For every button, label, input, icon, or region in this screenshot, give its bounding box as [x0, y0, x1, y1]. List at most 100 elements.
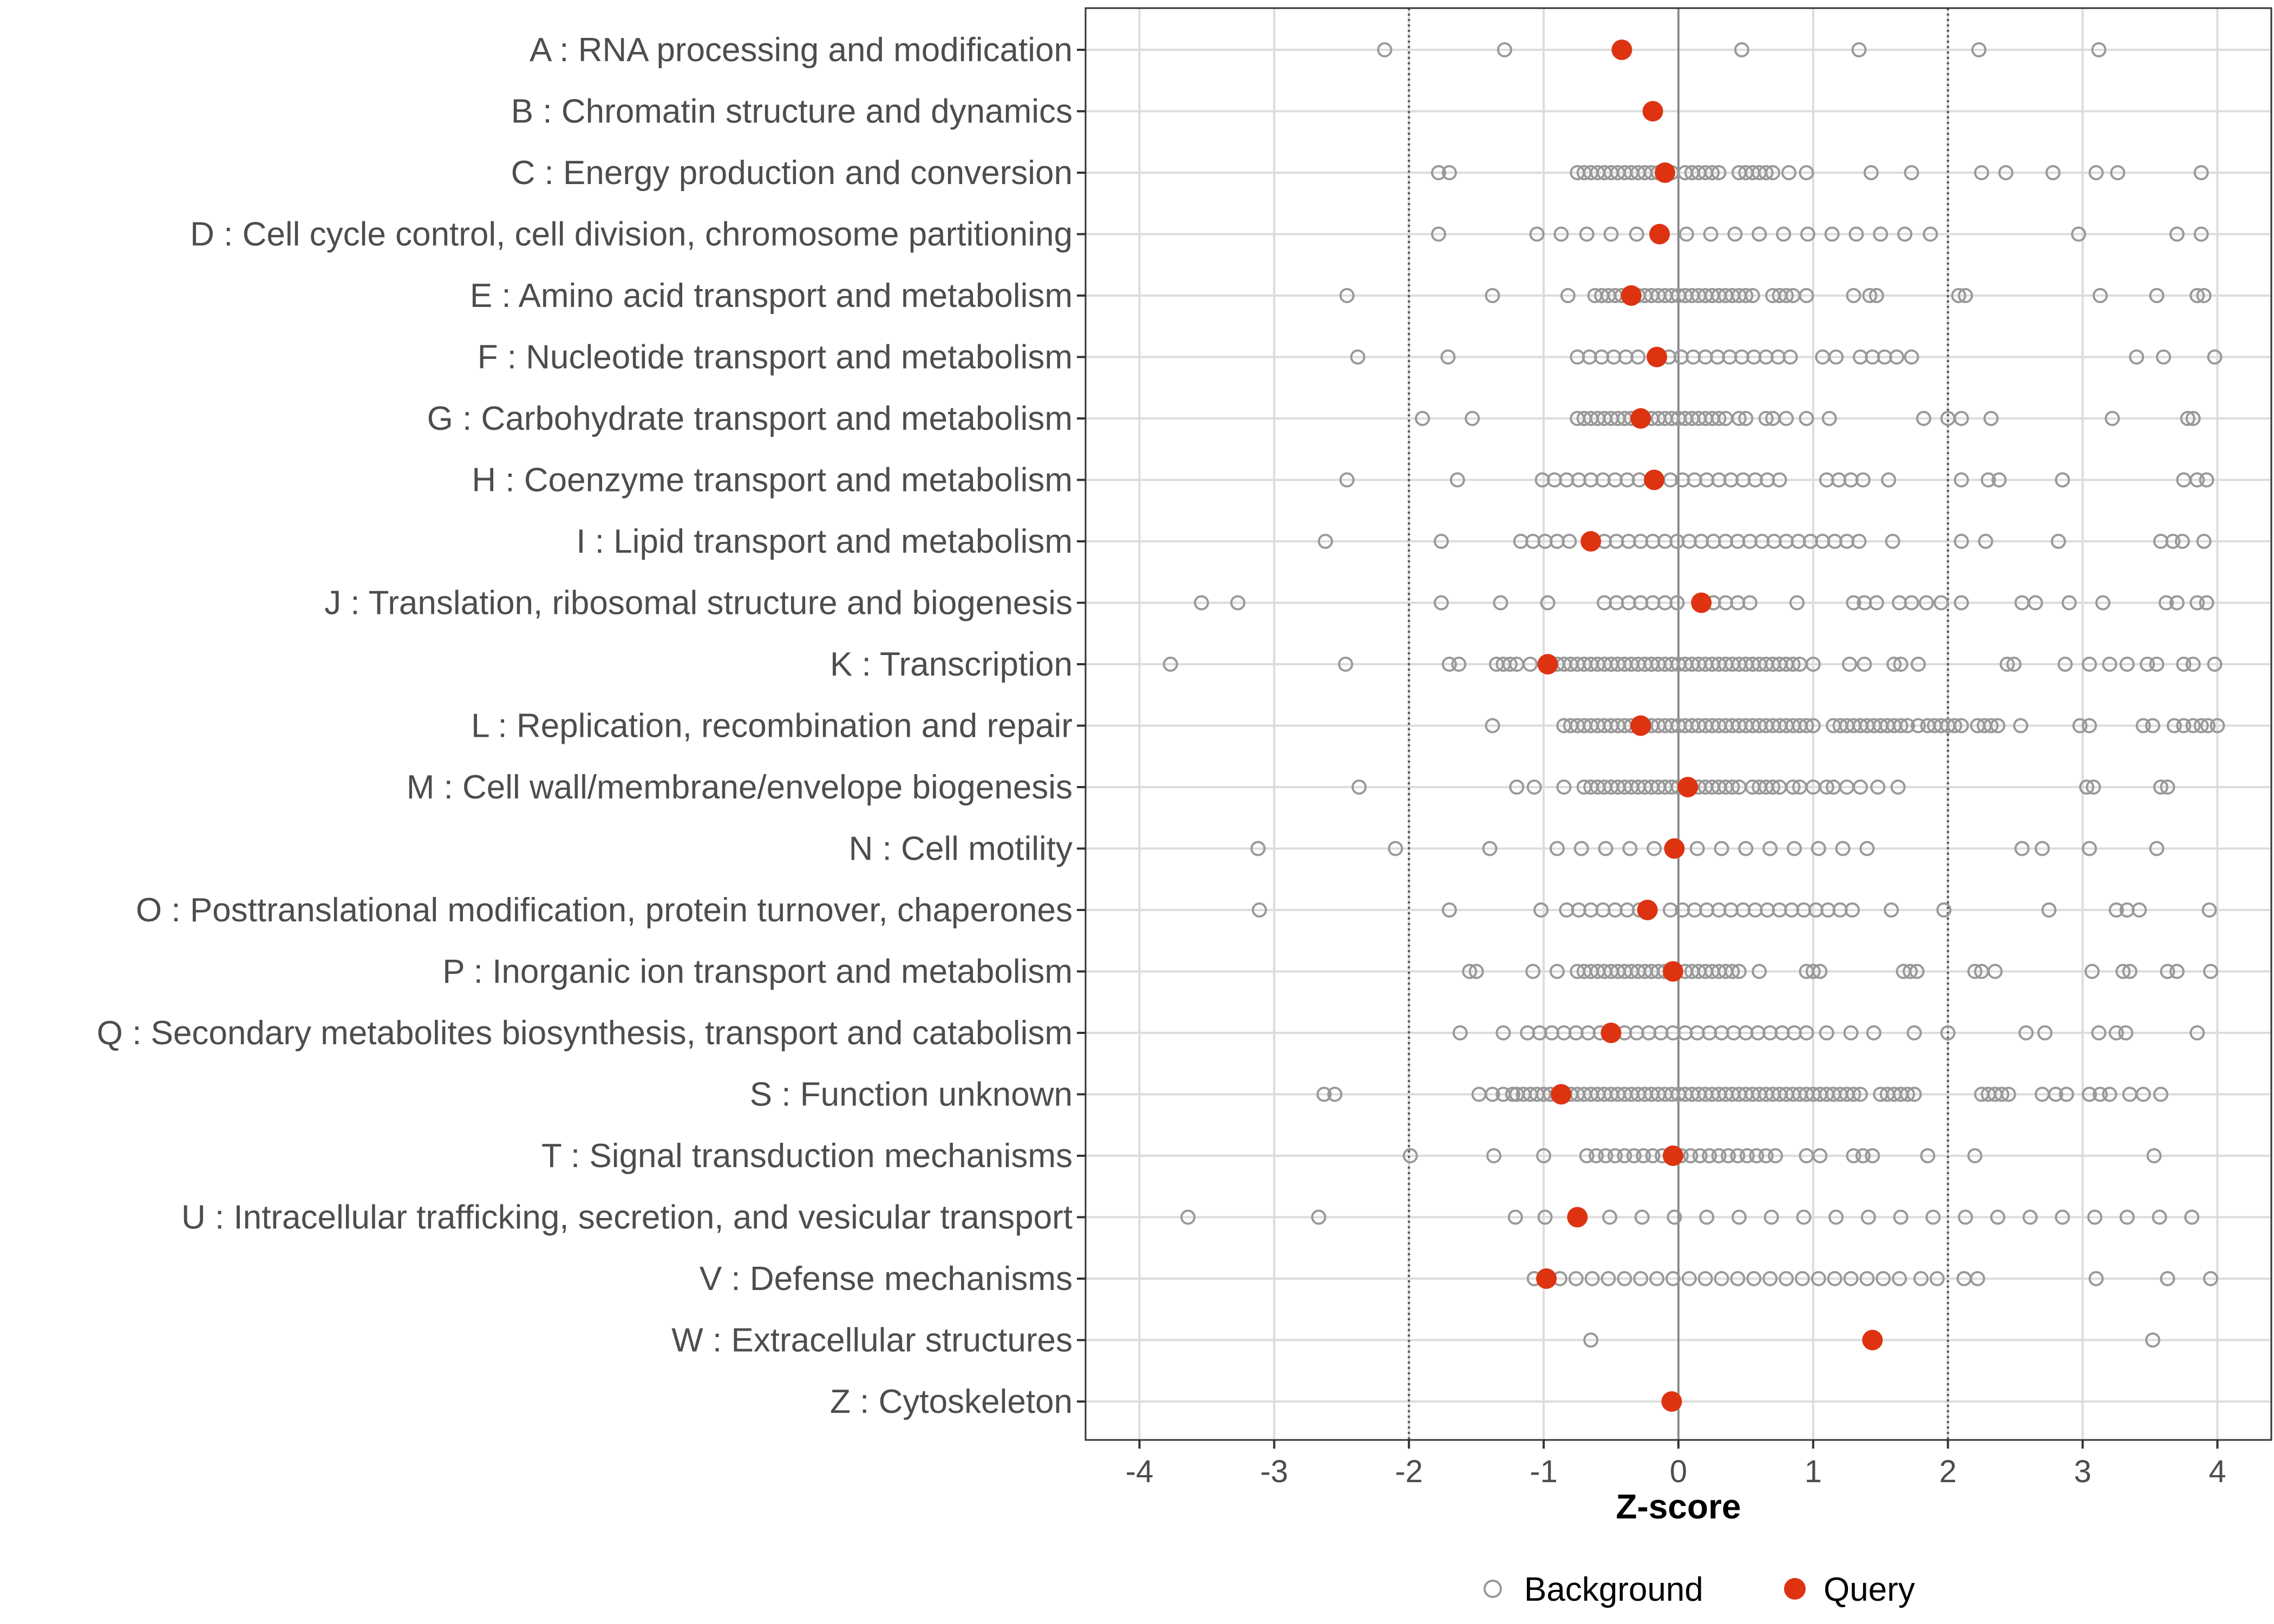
background-point [1846, 595, 1861, 611]
background-point [1678, 226, 1694, 242]
background-point [2110, 165, 2126, 180]
query-point [1644, 469, 1665, 490]
background-point [2087, 1209, 2102, 1225]
background-point [2079, 780, 2095, 795]
background-point [2196, 288, 2212, 303]
background-point [1495, 1025, 1511, 1040]
background-point [1933, 595, 1949, 611]
background-point [2155, 349, 2171, 365]
background-point [1636, 1148, 1651, 1163]
background-point [2091, 1025, 2107, 1040]
category-label: B : Chromatin structure and dynamics [511, 93, 1073, 130]
background-point [1703, 226, 1718, 242]
x-tick-label: -3 [1260, 1454, 1289, 1489]
background-point [1573, 841, 1589, 856]
background-point [1884, 902, 1899, 918]
background-point [1846, 1086, 1861, 1102]
background-point [1553, 226, 1569, 242]
background-point [1799, 288, 1814, 303]
background-point [1598, 841, 1613, 856]
background-point [1746, 1271, 1762, 1286]
background-point [1739, 1148, 1755, 1163]
background-point [1339, 288, 1355, 303]
background-point [2061, 595, 2077, 611]
background-point [1714, 841, 1729, 856]
category-label: J : Translation, ribosomal structure and… [324, 585, 1073, 622]
background-point [1589, 1148, 1604, 1163]
background-point [1866, 1025, 1881, 1040]
background-point [1920, 1148, 1936, 1163]
background-point [1842, 657, 1858, 672]
background-point [1848, 226, 1864, 242]
background-point [1859, 1271, 1875, 1286]
background-point [1971, 42, 1987, 57]
background-point [1779, 411, 1794, 426]
background-point [1782, 349, 1798, 365]
background-point [1529, 226, 1545, 242]
legend-query-marker [1784, 1578, 1806, 1600]
query-point [1649, 224, 1670, 245]
background-point [1789, 595, 1805, 611]
background-point [1415, 411, 1430, 426]
background-point [1893, 657, 1909, 672]
background-point [2102, 657, 2118, 672]
background-point [1752, 964, 1767, 979]
background-point [1522, 657, 1538, 672]
category-label: V : Defense mechanisms [700, 1260, 1073, 1298]
background-point [1441, 902, 1457, 918]
background-point [1860, 1209, 1876, 1225]
background-point [1936, 902, 1952, 918]
background-point [2199, 595, 2214, 611]
background-point [1885, 534, 1900, 549]
background-point [1465, 411, 1480, 426]
background-point [2055, 1209, 2070, 1225]
category-label: Z : Cytoskeleton [830, 1383, 1073, 1420]
background-point [2203, 964, 2219, 979]
background-point [1579, 226, 1595, 242]
background-point [1974, 165, 1989, 180]
background-point [1785, 780, 1801, 795]
background-point [1649, 1271, 1665, 1286]
background-point [2180, 411, 2195, 426]
background-point [2193, 226, 2209, 242]
background-point [1568, 1271, 1584, 1286]
background-point [2169, 226, 2185, 242]
background-point [1485, 1086, 1500, 1102]
background-point [1851, 42, 1867, 57]
background-point [1339, 472, 1355, 488]
legend: Background Query [1484, 1571, 1915, 1608]
background-point [2088, 1271, 2104, 1286]
background-point [1316, 1086, 1332, 1102]
background-point [2088, 165, 2104, 180]
background-point [1509, 780, 1525, 795]
data-points [1162, 40, 2225, 1412]
background-point [1602, 1209, 1618, 1225]
background-point [2190, 1025, 2205, 1040]
background-point [1377, 42, 1393, 57]
x-tick-label: -4 [1126, 1454, 1154, 1489]
background-point [1776, 226, 1792, 242]
category-label: W : Extracellular structures [671, 1322, 1073, 1359]
background-point [1886, 657, 1902, 672]
background-point [1953, 411, 1969, 426]
background-point [1608, 1148, 1623, 1163]
background-point [1758, 411, 1774, 426]
background-point [1909, 964, 1925, 979]
background-point [1762, 841, 1778, 856]
background-point [1486, 1148, 1502, 1163]
background-point [1738, 841, 1754, 856]
background-point [1828, 349, 1844, 365]
background-point [1913, 1271, 1929, 1286]
background-point [2193, 718, 2209, 734]
background-point [1749, 1148, 1765, 1163]
background-point [1327, 1086, 1343, 1102]
background-point [1811, 1271, 1826, 1286]
background-point [2028, 595, 2043, 611]
background-point [1230, 595, 1246, 611]
background-point [1667, 1209, 1682, 1225]
background-point [2057, 657, 2073, 672]
x-tick-label: -1 [1530, 1454, 1558, 1489]
x-axis-title: Z-score [1616, 1487, 1741, 1526]
background-point [1940, 1025, 1956, 1040]
background-point [2140, 657, 2155, 672]
